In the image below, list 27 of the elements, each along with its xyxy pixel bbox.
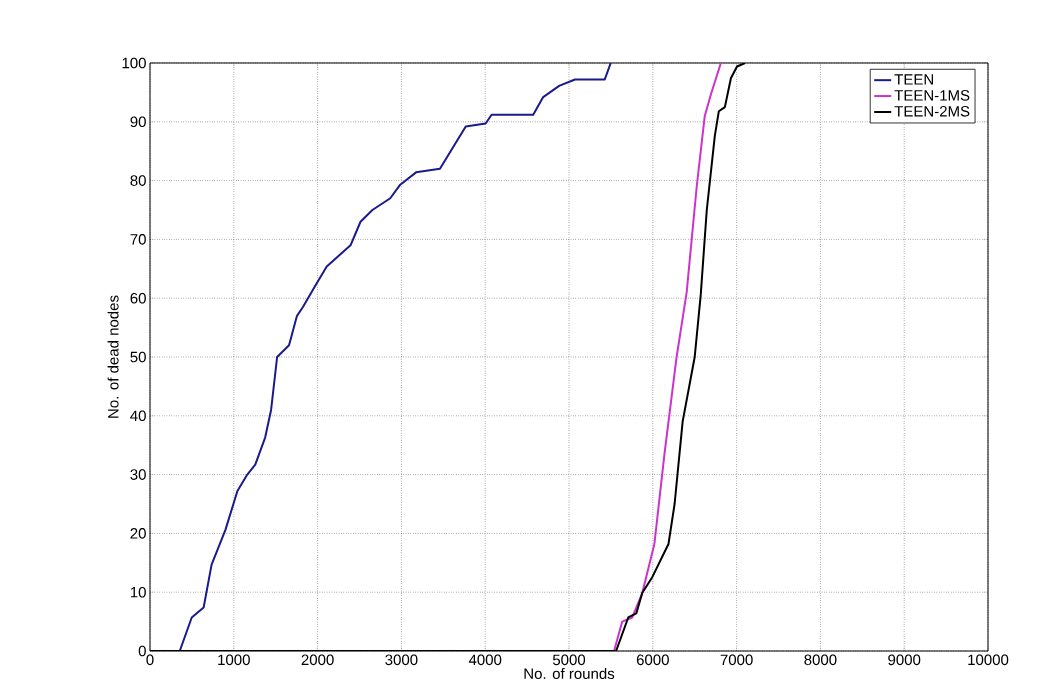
x-tick-label: 8000 bbox=[804, 654, 837, 666]
y-tick-label: 60 bbox=[130, 292, 146, 304]
x-tick-label: 9000 bbox=[888, 654, 921, 666]
y-tick-label: 70 bbox=[130, 234, 146, 245]
legend-label: TEEN-1MS bbox=[894, 90, 970, 101]
x-tick-label: 7000 bbox=[720, 654, 753, 666]
x-tick-label: 4000 bbox=[468, 654, 502, 666]
y-tick-label: 50 bbox=[130, 351, 146, 363]
y-tick-label: 40 bbox=[130, 410, 146, 422]
y-tick-label: 90 bbox=[130, 116, 146, 128]
x-axis-title: No. of rounds bbox=[524, 667, 615, 679]
y-tick-label: 80 bbox=[130, 175, 146, 186]
x-tick-label: 10000 bbox=[968, 654, 1009, 666]
y-tick-label: 0 bbox=[138, 645, 146, 657]
x-tick-label: 2000 bbox=[301, 654, 334, 666]
x-tick-label: 1000 bbox=[218, 654, 250, 666]
x-tick-label: 3000 bbox=[385, 654, 418, 666]
legend-label: TEEN-2MS bbox=[894, 106, 970, 117]
x-tick-label: 5000 bbox=[552, 654, 586, 666]
y-tick-label: 100 bbox=[122, 57, 146, 69]
x-tick-label: 0 bbox=[146, 654, 154, 666]
y-tick-label: 30 bbox=[130, 469, 146, 480]
y-tick-label: 20 bbox=[130, 528, 146, 539]
x-tick-label: 6000 bbox=[636, 654, 669, 666]
y-tick-label: 10 bbox=[130, 586, 146, 598]
y-axis-title: No. of dead nodes bbox=[107, 295, 119, 418]
legend-label: TEEN bbox=[894, 74, 933, 85]
